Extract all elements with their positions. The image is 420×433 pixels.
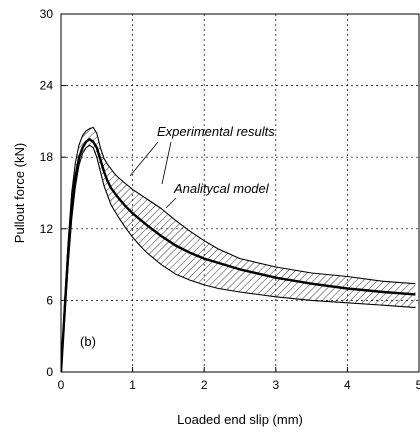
model-line — [61, 138, 416, 372]
y-tick-label: 12 — [40, 222, 54, 236]
y-tick-label: 24 — [40, 79, 54, 93]
x-tick-label: 0 — [58, 378, 65, 392]
x-tick-label: 5 — [416, 378, 420, 392]
experimental-upper-line — [61, 126, 416, 372]
y-tick-label: 30 — [40, 7, 54, 21]
y-axis-ticks: 0 6 12 18 24 30 — [40, 7, 66, 379]
y-axis-label: Pullout force (kN) — [12, 143, 27, 243]
leader-experimental-1 — [129, 141, 159, 177]
x-tick-label: 1 — [129, 378, 136, 392]
y-tick-label: 18 — [40, 150, 54, 164]
annotation-experimental: Experimental results — [157, 124, 275, 139]
x-tick-label: 2 — [201, 378, 208, 392]
plot-frame — [60, 13, 420, 373]
y-tick-label: 0 — [46, 365, 53, 379]
annotation-model: Analitycal model — [173, 181, 270, 196]
series-lines — [61, 126, 416, 372]
x-tick-label: 3 — [272, 378, 279, 392]
experimental-band-fill — [61, 127, 416, 372]
y-tick-label: 6 — [46, 293, 53, 307]
experimental-lower-line — [61, 144, 416, 372]
x-tick-label: 4 — [344, 378, 351, 392]
leader-model — [165, 197, 177, 209]
experimental-band — [61, 127, 416, 372]
x-axis-ticks: 0 1 2 3 4 5 — [58, 367, 420, 392]
leader-experimental-2 — [161, 141, 172, 185]
panel-label: (b) — [80, 334, 96, 349]
x-axis-label: Loaded end slip (mm) — [177, 412, 303, 427]
